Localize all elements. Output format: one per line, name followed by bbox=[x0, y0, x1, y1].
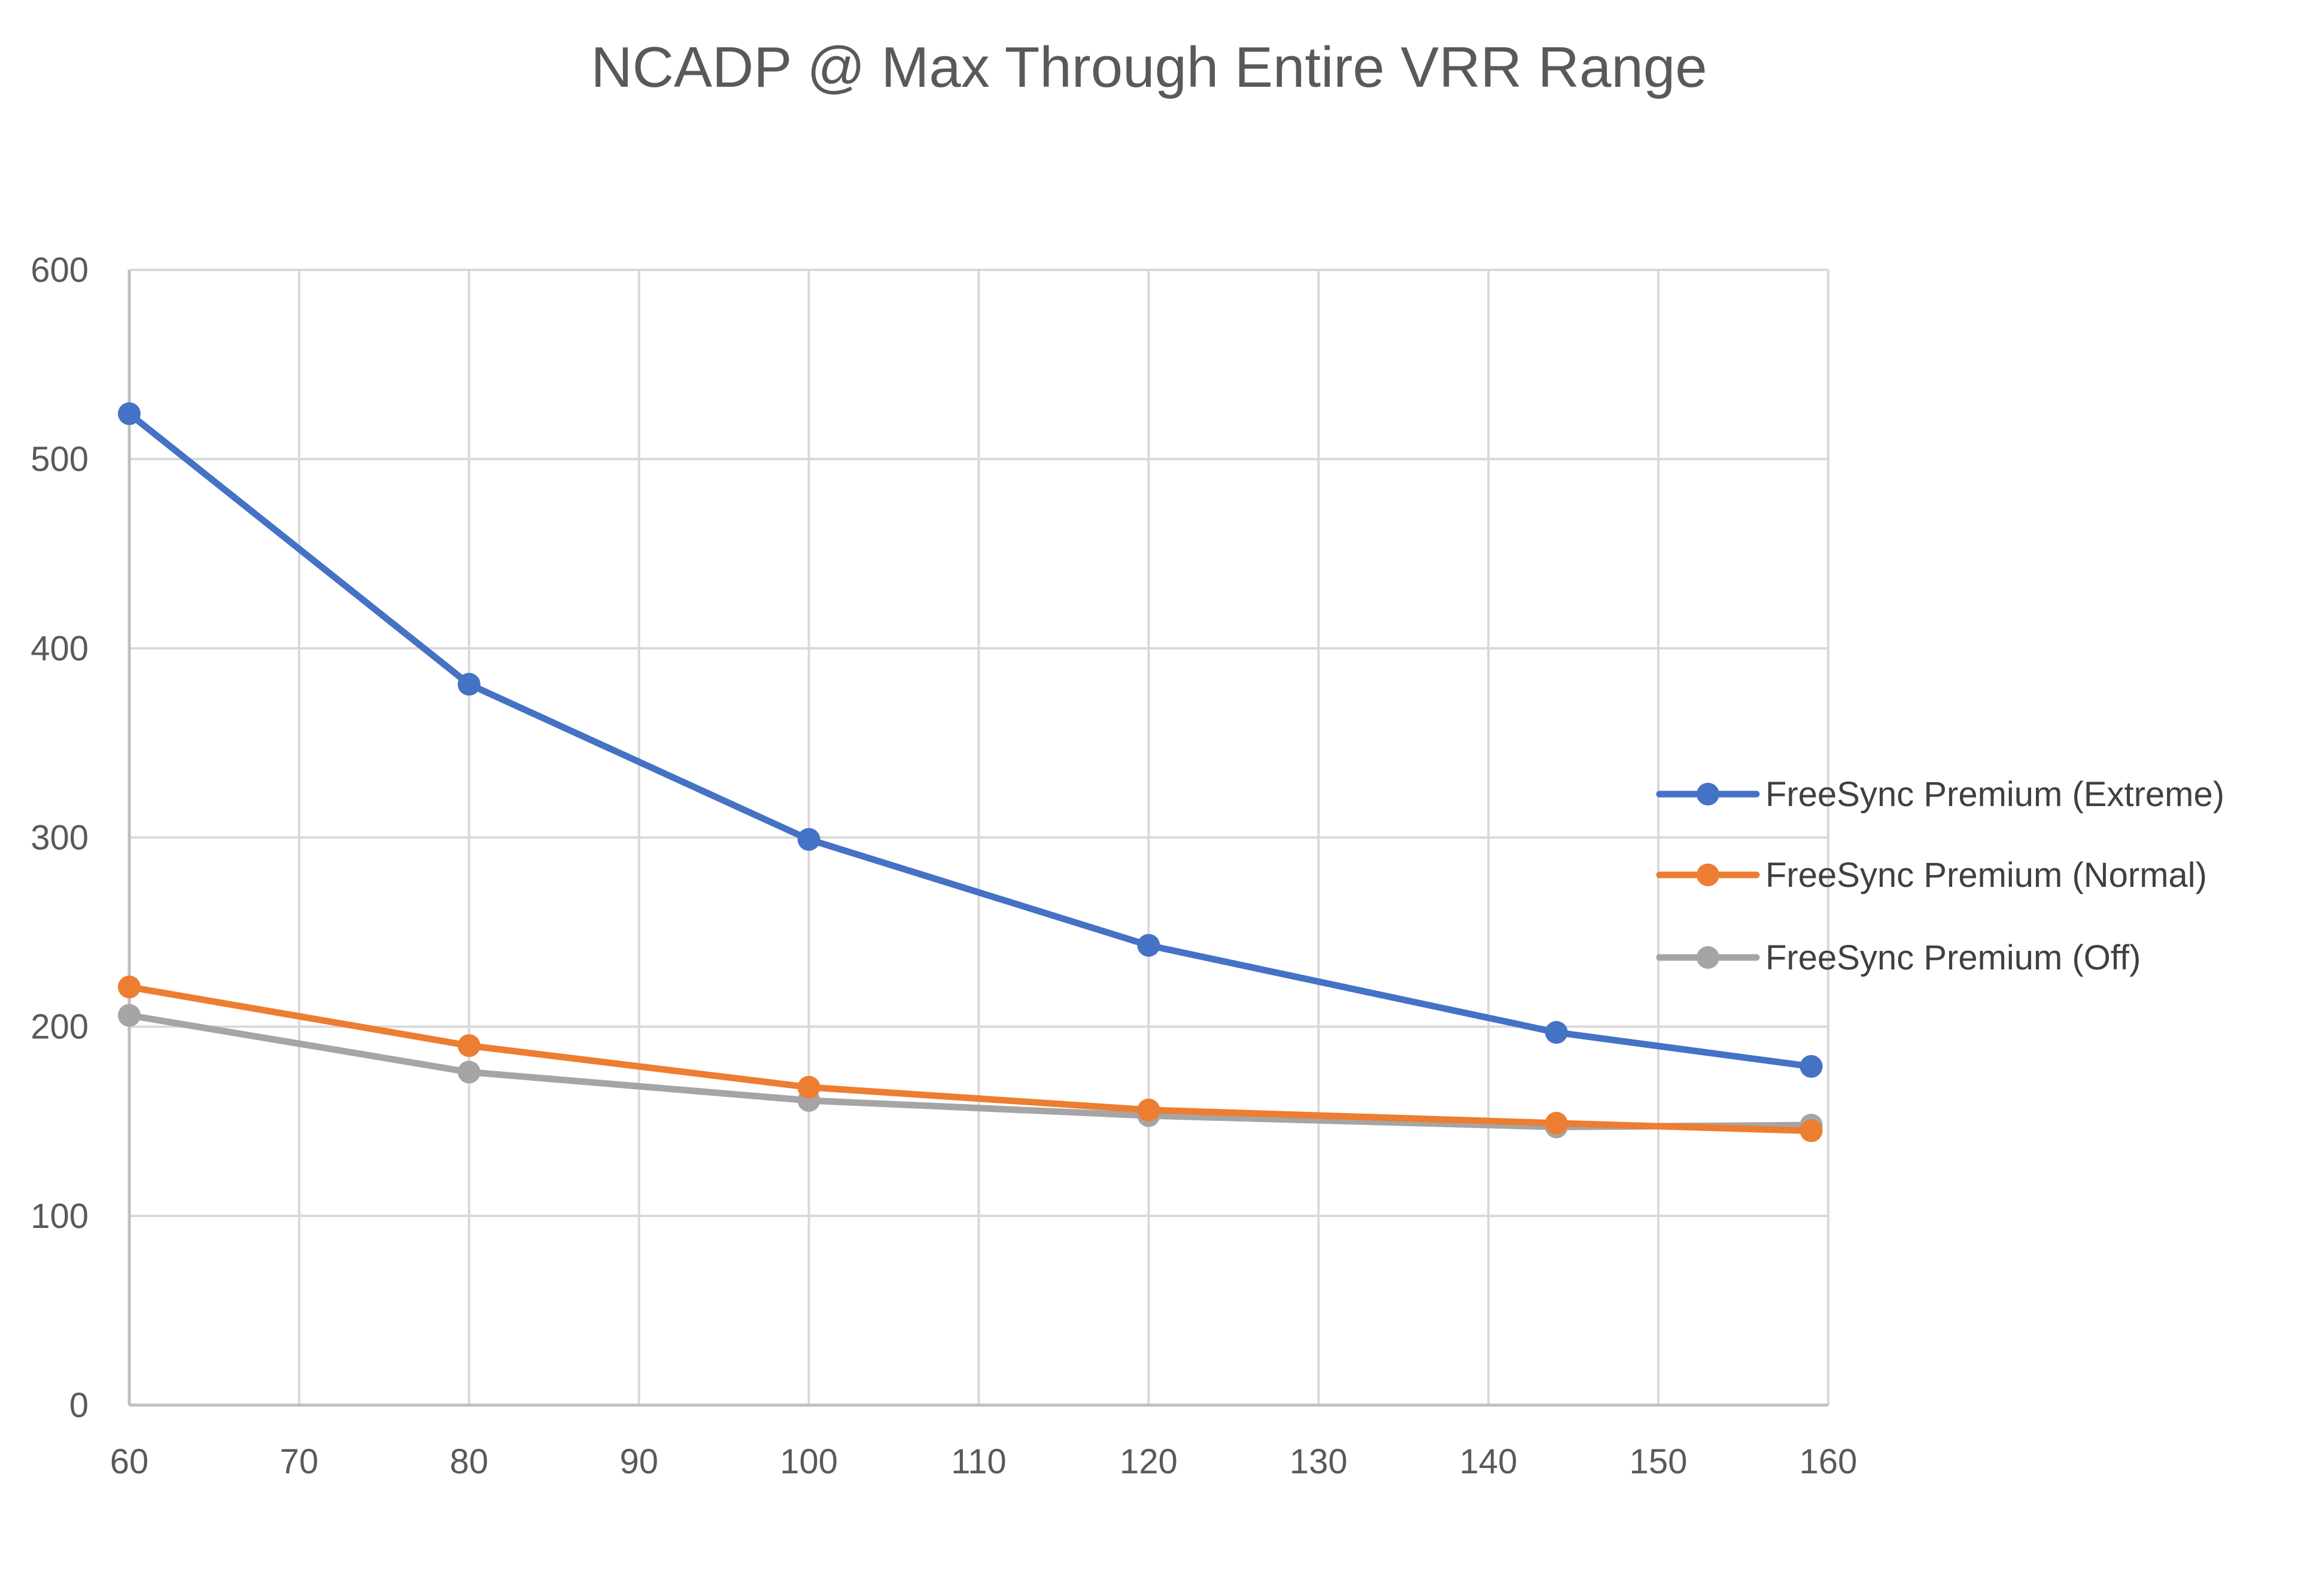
chart-title: NCADP @ Max Through Entire VRR Range bbox=[591, 35, 1707, 99]
x-tick-label: 90 bbox=[619, 1442, 658, 1481]
data-point-freesync-premium-extreme bbox=[118, 402, 141, 425]
y-tick-label: 300 bbox=[31, 819, 89, 858]
data-point-freesync-premium-extreme bbox=[1545, 1021, 1568, 1044]
data-point-freesync-premium-extreme bbox=[1137, 934, 1160, 957]
x-tick-label: 120 bbox=[1120, 1442, 1178, 1481]
data-point-freesync-premium-off bbox=[118, 1004, 141, 1027]
y-tick-label: 200 bbox=[31, 1008, 89, 1047]
data-point-freesync-premium-extreme bbox=[1800, 1055, 1823, 1078]
legend-label: FreeSync Premium (Normal) bbox=[1765, 856, 2207, 895]
legend-item-freesync-premium-normal: FreeSync Premium (Normal) bbox=[1656, 856, 2207, 895]
data-point-freesync-premium-extreme bbox=[797, 828, 820, 851]
data-point-freesync-premium-normal bbox=[1137, 1098, 1160, 1121]
legend-swatch-marker bbox=[1697, 864, 1719, 886]
series-line-freesync-premium-extreme bbox=[126, 410, 1815, 1070]
axes: 0 100 200 300 400 500 600 60 70 80 90 100 110 120 130 1… bbox=[31, 251, 1857, 1481]
data-point-freesync-premium-normal bbox=[118, 975, 141, 999]
x-tick-label: 160 bbox=[1800, 1442, 1858, 1481]
legend-label: FreeSync Premium (Off) bbox=[1765, 938, 2141, 977]
legend-swatch-marker bbox=[1697, 946, 1719, 969]
legend-item-freesync-premium-extreme: FreeSync Premium (Extreme) bbox=[1656, 775, 2224, 814]
x-tick-label: 60 bbox=[110, 1442, 149, 1481]
x-tick-label: 130 bbox=[1290, 1442, 1348, 1481]
gridlines bbox=[128, 269, 1829, 1406]
data-point-freesync-premium-off bbox=[457, 1060, 481, 1084]
y-tick-label: 600 bbox=[31, 251, 89, 290]
series-lines bbox=[118, 402, 1823, 1142]
x-tick-label: 150 bbox=[1630, 1442, 1688, 1481]
legend-label: FreeSync Premium (Extreme) bbox=[1765, 775, 2224, 814]
data-point-freesync-premium-normal bbox=[1800, 1119, 1823, 1142]
legend: FreeSync Premium (Extreme) FreeSync Premi… bbox=[1656, 775, 2224, 977]
x-tick-label: 140 bbox=[1460, 1442, 1518, 1481]
y-tick-label: 400 bbox=[31, 629, 89, 668]
y-tick-label: 0 bbox=[69, 1386, 89, 1425]
legend-swatch-marker bbox=[1697, 783, 1719, 805]
data-point-freesync-premium-normal bbox=[797, 1075, 820, 1099]
legend-item-freesync-premium-off: FreeSync Premium (Off) bbox=[1656, 938, 2141, 977]
data-point-freesync-premium-normal bbox=[1545, 1111, 1568, 1135]
x-tick-label: 110 bbox=[951, 1442, 1006, 1481]
x-tick-label: 100 bbox=[780, 1442, 838, 1481]
y-tick-label: 500 bbox=[31, 440, 89, 479]
x-tick-label: 70 bbox=[280, 1442, 319, 1481]
series-line-freesync-premium-normal bbox=[126, 983, 1815, 1135]
y-tick-label: 100 bbox=[31, 1197, 89, 1236]
x-tick-label: 80 bbox=[450, 1442, 489, 1481]
data-point-freesync-premium-normal bbox=[457, 1034, 481, 1057]
data-point-freesync-premium-extreme bbox=[457, 673, 481, 696]
